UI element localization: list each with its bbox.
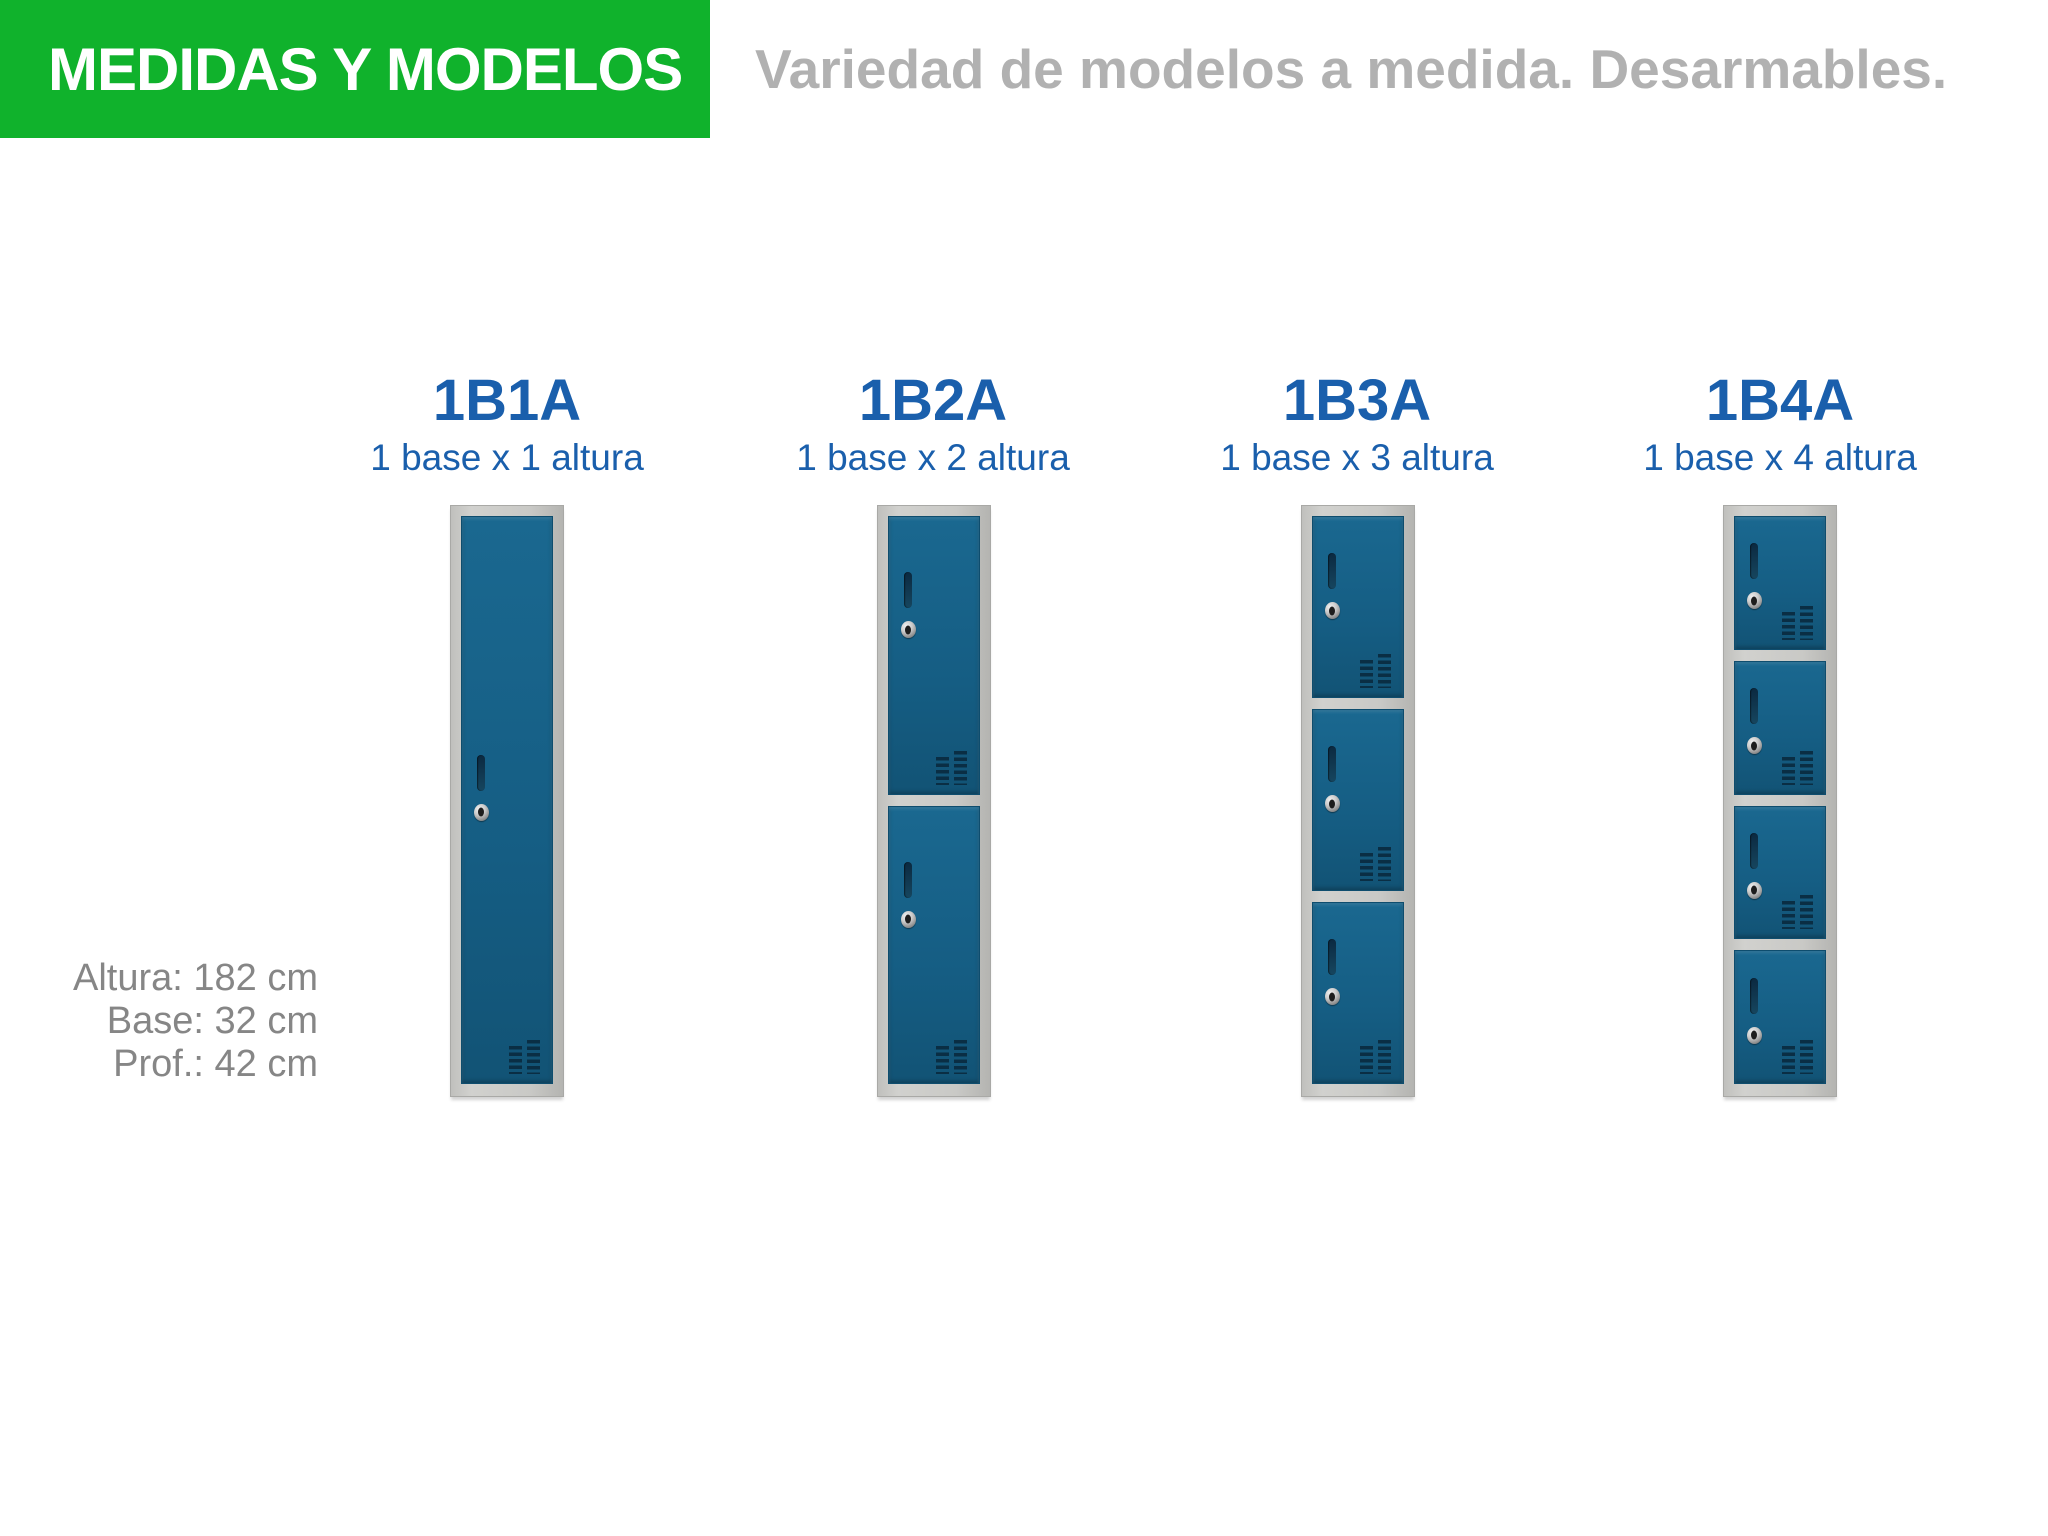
- door-handle-icon: [1750, 543, 1758, 580]
- locker-1b1a: [450, 505, 564, 1097]
- model-code: 1B4A: [1705, 368, 1855, 433]
- door-hardware: [1745, 832, 1763, 899]
- locker-door: [1734, 805, 1826, 940]
- locker-door: [1734, 660, 1826, 795]
- door-handle-icon: [1750, 688, 1758, 725]
- door-handle-icon: [1750, 832, 1758, 869]
- dimension-height: Altura: 182 cm: [73, 957, 318, 999]
- door-hardware: [899, 861, 917, 928]
- keyhole-lock-icon: [900, 910, 916, 928]
- model-code: 1B1A: [432, 368, 582, 433]
- vent-grille-icon: [1360, 1040, 1391, 1074]
- vent-grille-icon: [1360, 654, 1391, 688]
- locker-door: [461, 516, 553, 1084]
- dimensions-note: Altura: 182 cm Base: 32 cm Prof.: 42 cm: [0, 957, 318, 1086]
- page-title: MEDIDAS Y MODELOS: [48, 35, 683, 103]
- model-description: 1 base x 3 altura: [1220, 437, 1494, 478]
- door-hardware: [1323, 939, 1341, 1005]
- model-column-1b3a: 1B3A 1 base x 3 altura: [1137, 372, 1577, 478]
- locker-1b3a: [1301, 505, 1415, 1097]
- model-code: 1B2A: [858, 368, 1008, 433]
- vent-grille-icon: [509, 1040, 540, 1074]
- dimension-base: Base: 32 cm: [106, 1000, 318, 1042]
- model-description: 1 base x 4 altura: [1643, 437, 1917, 478]
- keyhole-lock-icon: [1324, 602, 1340, 619]
- vent-grille-icon: [1782, 750, 1813, 785]
- locker-door: [1312, 709, 1404, 891]
- keyhole-lock-icon: [1746, 881, 1762, 899]
- model-column-1b1a: 1B1A 1 base x 1 altura: [287, 372, 727, 478]
- locker-door: [888, 516, 980, 795]
- locker-door: [1734, 950, 1826, 1084]
- door-handle-icon: [1750, 977, 1758, 1014]
- door-hardware: [1745, 543, 1763, 610]
- model-code: 1B3A: [1282, 368, 1432, 433]
- dimension-depth: Prof.: 42 cm: [113, 1043, 318, 1085]
- door-handle-icon: [477, 754, 485, 791]
- vent-grille-icon: [936, 750, 967, 785]
- door-handle-icon: [1328, 939, 1336, 975]
- door-hardware: [1745, 977, 1763, 1044]
- keyhole-lock-icon: [1324, 795, 1340, 812]
- keyhole-lock-icon: [1746, 1026, 1762, 1044]
- vent-grille-icon: [1782, 895, 1813, 930]
- door-hardware: [1323, 746, 1341, 812]
- keyhole-lock-icon: [1324, 988, 1340, 1005]
- model-column-1b2a: 1B2A 1 base x 2 altura: [713, 372, 1153, 478]
- keyhole-lock-icon: [1746, 737, 1762, 755]
- section-banner: MEDIDAS Y MODELOS: [0, 0, 710, 138]
- door-hardware: [1745, 688, 1763, 755]
- model-description: 1 base x 1 altura: [370, 437, 644, 478]
- locker-door: [1312, 902, 1404, 1084]
- locker-1b2a: [877, 505, 991, 1097]
- door-handle-icon: [1328, 746, 1336, 782]
- locker-door: [1734, 516, 1826, 650]
- door-handle-icon: [1328, 553, 1336, 589]
- page-subtitle: Variedad de modelos a medida. Desarmable…: [755, 38, 1948, 100]
- keyhole-lock-icon: [900, 621, 916, 639]
- model-column-1b4a: 1B4A 1 base x 4 altura: [1560, 372, 2000, 478]
- keyhole-lock-icon: [1746, 592, 1762, 610]
- vent-grille-icon: [1782, 605, 1813, 640]
- door-hardware: [899, 572, 917, 639]
- locker-door: [1312, 516, 1404, 698]
- door-handle-icon: [904, 572, 912, 609]
- locker-door: [888, 805, 980, 1084]
- vent-grille-icon: [1360, 847, 1391, 881]
- locker-1b4a: [1723, 505, 1837, 1097]
- door-hardware: [1323, 553, 1341, 619]
- keyhole-lock-icon: [473, 803, 489, 821]
- vent-grille-icon: [1782, 1040, 1813, 1074]
- vent-grille-icon: [936, 1040, 967, 1074]
- door-hardware: [472, 754, 490, 821]
- door-handle-icon: [904, 861, 912, 898]
- model-description: 1 base x 2 altura: [796, 437, 1070, 478]
